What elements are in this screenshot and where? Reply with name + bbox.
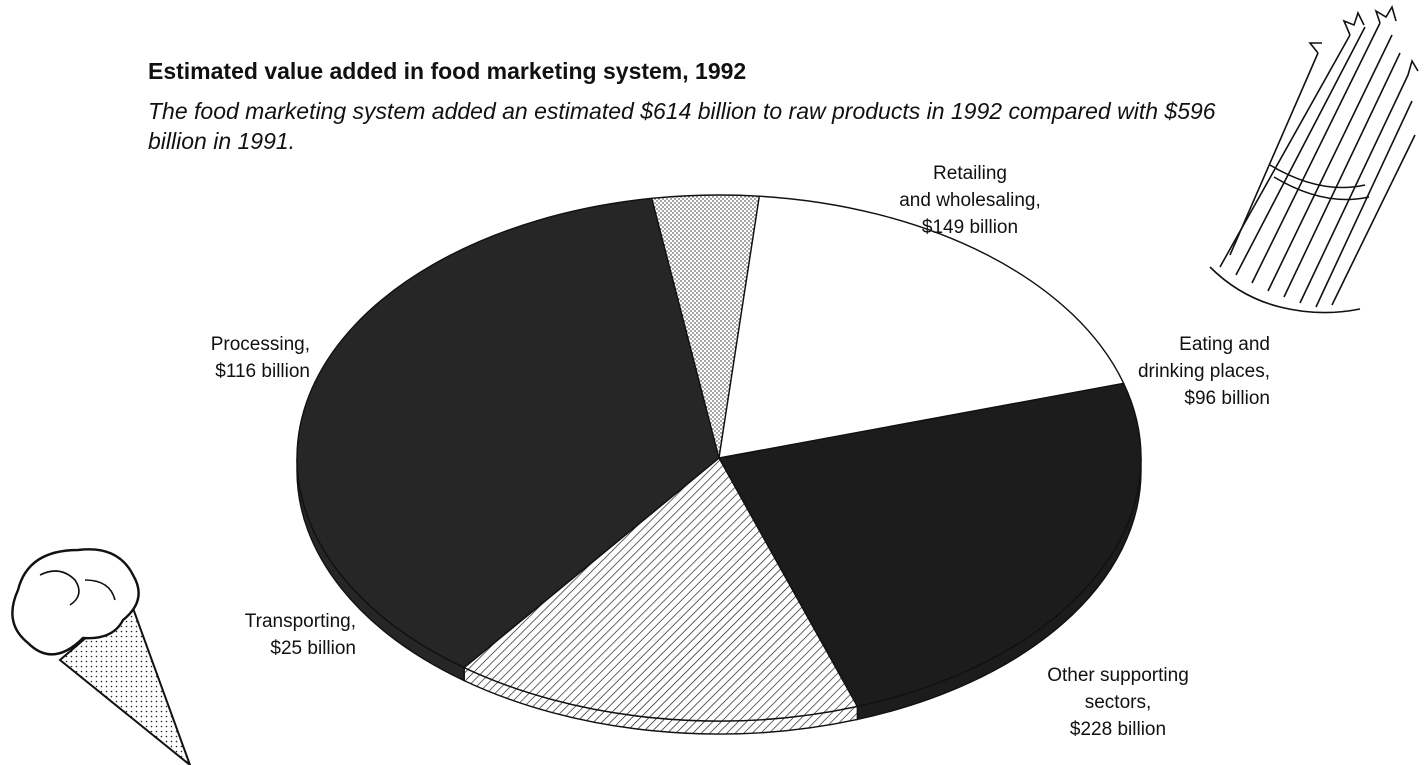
label-eating-line-2: drinking places, — [1137, 361, 1270, 382]
label-other-line-2: sectors, — [1084, 692, 1152, 713]
chart-title: Estimated value added in food marketing … — [148, 58, 747, 84]
pie-slice-other-supporting-sectors — [296, 197, 720, 669]
label-eating-line-3: $96 billion — [1184, 388, 1270, 409]
label-processing: Processing, $116 billion — [160, 331, 310, 385]
ice-cream-cone-drawing — [11, 548, 192, 765]
label-other-line-3: $228 billion — [1069, 719, 1167, 740]
pie-slice-eating-and-drinking-places — [463, 457, 859, 722]
label-transporting-line-2: $25 billion — [270, 638, 356, 659]
asparagus-drawing — [1209, 5, 1419, 314]
pie-slice-processing — [718, 195, 1125, 459]
pie-slice-retailing-and-wholesaling — [718, 382, 1142, 708]
label-eating: Eating and drinking places, $96 billion — [1100, 331, 1270, 412]
chart-subtitle: The food marketing system added an estim… — [148, 98, 1216, 154]
label-other: Other supporting sectors, $228 billion — [1008, 662, 1228, 743]
label-retailing-line-1: Retailing — [933, 163, 1007, 184]
label-retailing-line-3: $149 billion — [921, 217, 1019, 238]
label-eating-line-1: Eating and — [1179, 334, 1270, 355]
label-retailing-line-2: and wholesaling, — [899, 190, 1041, 211]
pie-tops — [296, 194, 1142, 722]
label-transporting-line-1: Transporting, — [244, 611, 356, 632]
label-transporting: Transporting, $25 billion — [160, 608, 356, 662]
label-processing-line-2: $116 billion — [215, 361, 310, 382]
label-other-line-1: Other supporting — [1047, 665, 1189, 686]
label-retailing: Retailing and wholesaling, $149 billion — [860, 160, 1080, 241]
label-processing-line-1: Processing, — [210, 334, 310, 355]
